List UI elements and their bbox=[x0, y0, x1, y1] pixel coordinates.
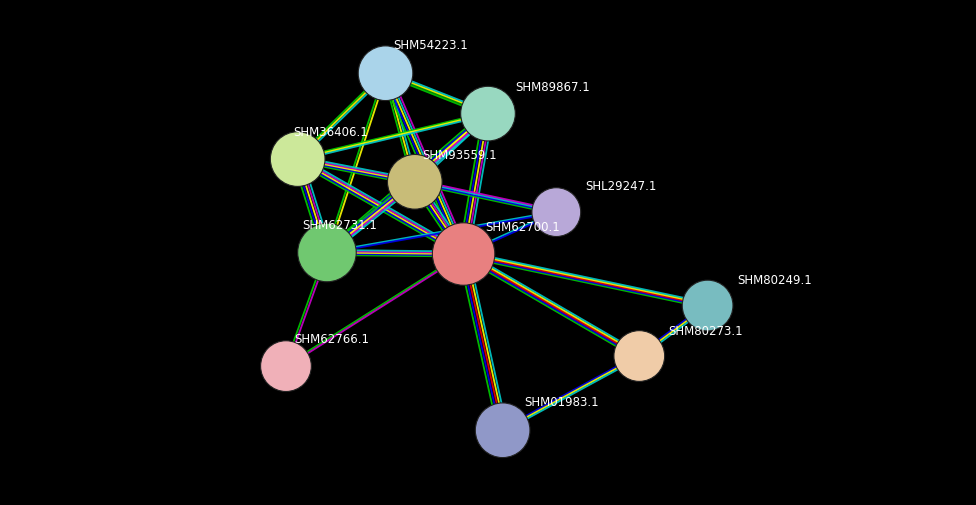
Text: SHM80249.1: SHM80249.1 bbox=[737, 274, 812, 287]
Ellipse shape bbox=[475, 403, 530, 458]
Text: SHM62766.1: SHM62766.1 bbox=[294, 333, 369, 346]
Text: SHM54223.1: SHM54223.1 bbox=[393, 39, 468, 52]
Text: SHM01983.1: SHM01983.1 bbox=[524, 396, 598, 409]
Ellipse shape bbox=[614, 331, 665, 381]
Ellipse shape bbox=[682, 280, 733, 331]
Text: SHM36406.1: SHM36406.1 bbox=[293, 126, 368, 139]
Ellipse shape bbox=[387, 155, 442, 209]
Text: SHM62731.1: SHM62731.1 bbox=[303, 219, 378, 232]
Text: SHM93559.1: SHM93559.1 bbox=[423, 148, 497, 162]
Ellipse shape bbox=[270, 132, 325, 186]
Text: SHM89867.1: SHM89867.1 bbox=[515, 81, 590, 94]
Ellipse shape bbox=[432, 223, 495, 285]
Ellipse shape bbox=[358, 46, 413, 100]
Text: SHM62700.1: SHM62700.1 bbox=[485, 221, 560, 234]
Text: SHM80273.1: SHM80273.1 bbox=[669, 325, 743, 338]
Ellipse shape bbox=[261, 341, 311, 391]
Text: SHL29247.1: SHL29247.1 bbox=[586, 180, 657, 193]
Ellipse shape bbox=[298, 223, 356, 282]
Ellipse shape bbox=[532, 188, 581, 236]
Ellipse shape bbox=[461, 86, 515, 141]
